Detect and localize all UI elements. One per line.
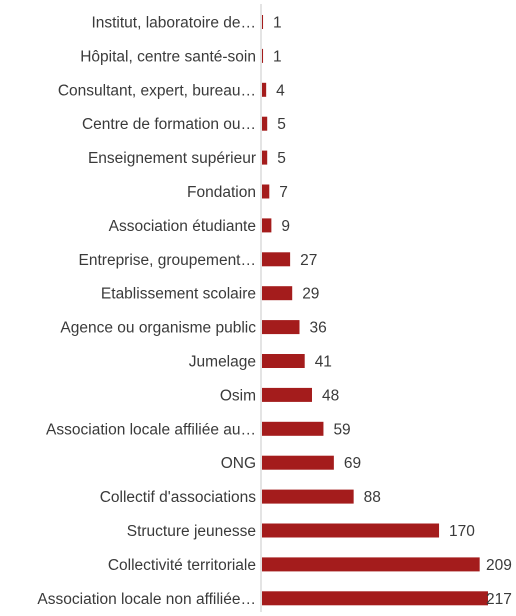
category-label: Association locale affiliée au… [46,421,256,438]
category-labels-group: Institut, laboratoire de… Hôpital, centre… [37,15,256,608]
category-label: Centre de formation ou… [82,116,256,133]
category-label: Agence ou organisme public [60,320,256,337]
category-label: ONG [221,455,256,472]
value-label: 1 [273,48,282,65]
bar [262,387,312,402]
bar [262,421,324,436]
bar [262,455,334,470]
bar [262,82,267,97]
category-label: Consultant, expert, bureau… [58,82,256,99]
category-label: Association locale non affiliée… [37,591,256,608]
bar [262,286,293,301]
value-label: 88 [364,489,381,506]
bar [262,354,305,368]
category-label: Entreprise, groupement… [79,252,256,269]
value-label: 217 [486,591,512,608]
value-label: 29 [302,286,319,303]
bar [262,184,270,199]
bar [262,489,354,504]
category-label: Association étudiante [109,218,256,235]
value-label: 9 [281,218,290,235]
bars-group [262,15,488,606]
value-label: 41 [315,354,332,371]
bar [262,320,300,335]
bar [262,252,291,267]
bar [262,150,268,165]
value-label: 27 [300,252,317,269]
bar [262,591,488,606]
category-label: Etablissement scolaire [101,286,256,303]
category-label: Enseignement supérieur [88,150,256,167]
bar [262,557,480,572]
value-label: 4 [276,82,285,99]
bar [262,523,440,538]
category-label: Osim [220,387,256,404]
category-label: Institut, laboratoire de… [91,15,256,32]
category-label: Jumelage [189,354,256,371]
bar [262,15,264,29]
value-label: 209 [486,557,512,574]
bar [262,218,272,233]
value-label: 5 [277,150,286,167]
value-label: 1 [273,15,282,32]
value-label: 69 [344,455,361,472]
category-label: Structure jeunesse [127,523,256,540]
bar [262,116,268,131]
bar [262,48,264,63]
value-label: 170 [449,523,475,540]
category-label: Hôpital, centre santé-soin [80,48,256,65]
value-label: 48 [322,387,339,404]
category-label: Collectivité territoriale [108,557,256,574]
category-label: Fondation [187,184,256,201]
value-label: 5 [277,116,286,133]
category-label: Collectif d'associations [100,489,257,506]
value-label: 59 [333,421,350,438]
value-label: 7 [279,184,288,201]
value-label: 36 [309,320,326,337]
